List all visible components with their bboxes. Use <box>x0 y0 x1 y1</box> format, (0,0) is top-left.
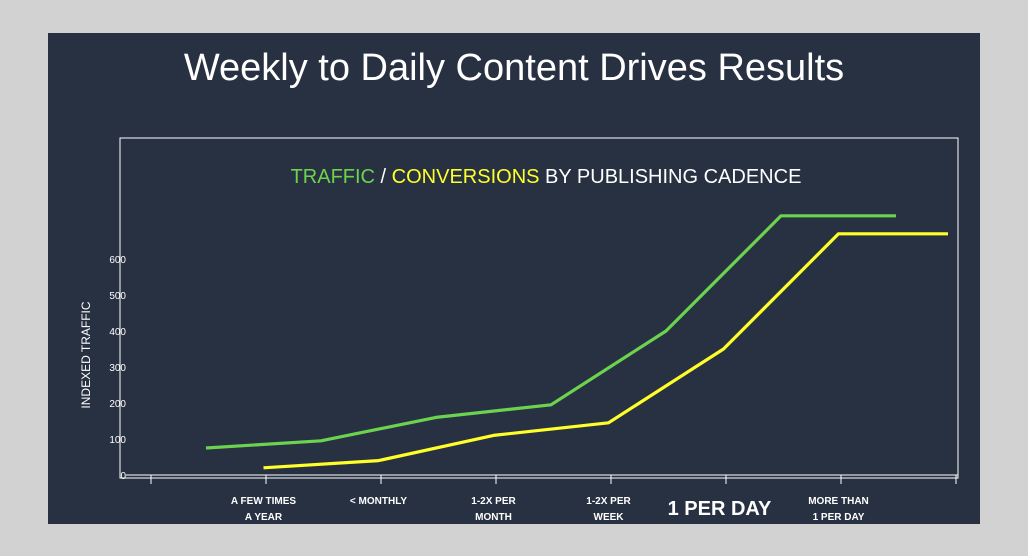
x-tick-label: 1 PER DAY <box>668 498 772 520</box>
x-tick-label: 1 PER DAY <box>813 512 865 523</box>
x-tick-label: 1-2X PER <box>586 496 631 507</box>
chart-title: TRAFFIC / CONVERSIONS BY PUBLISHING CADE… <box>291 166 802 188</box>
chart-title-part: BY PUBLISHING CADENCE <box>539 166 801 188</box>
x-tick-label: 1-2X PER <box>471 496 516 507</box>
x-tick-label: A FEW TIMES <box>231 496 297 507</box>
x-tick-label: WEEK <box>594 512 625 523</box>
x-tick-label: MORE THAN <box>808 496 869 507</box>
y-tick-label: 500 <box>109 291 126 302</box>
series-line-1 <box>263 232 948 470</box>
y-tick-label: 300 <box>109 363 126 374</box>
y-tick-label: 100 <box>109 435 126 446</box>
y-tick-label: 600 <box>109 255 126 266</box>
y-axis-label: INDEXED TRAFFIC <box>79 301 93 408</box>
x-tick-label: MONTH <box>475 512 512 523</box>
series-line-0 <box>205 214 896 450</box>
chart-title-part: CONVERSIONS <box>392 166 540 188</box>
y-tick-label: 0 <box>120 471 126 482</box>
x-tick-label: A YEAR <box>245 512 283 523</box>
slide: Weekly to Daily Content Drives Results T… <box>48 33 980 524</box>
chart-title-part: TRAFFIC <box>291 166 375 188</box>
x-tick-label: < MONTHLY <box>350 496 407 507</box>
y-tick-label: 400 <box>109 327 126 338</box>
slide-title: Weekly to Daily Content Drives Results <box>183 47 845 89</box>
chart-title-part: / <box>375 166 392 188</box>
chart: TRAFFIC / CONVERSIONS BY PUBLISHING CADE… <box>79 137 959 523</box>
y-tick-label: 200 <box>109 399 126 410</box>
plot-frame <box>119 137 959 479</box>
